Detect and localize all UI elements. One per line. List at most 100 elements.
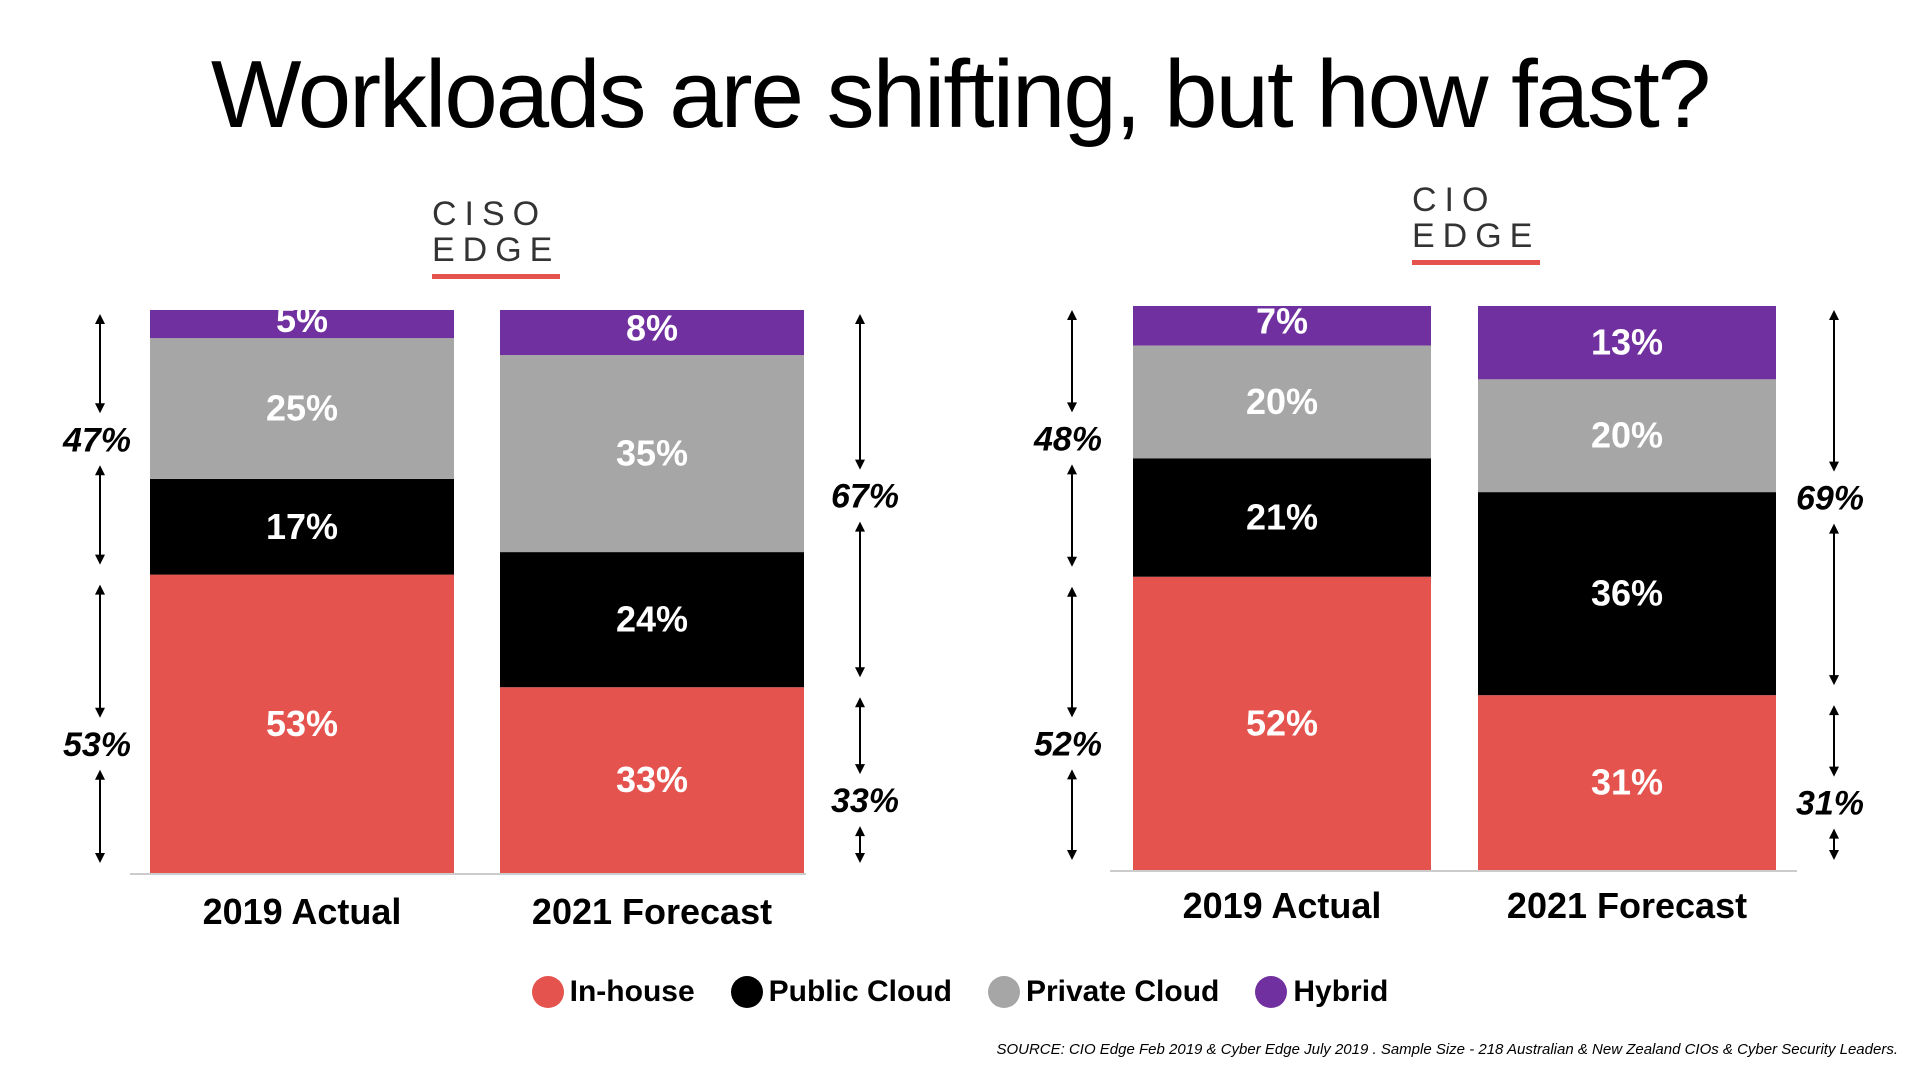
bar-segment-in-house xyxy=(1133,576,1431,870)
legend-item-private-cloud: Private Cloud xyxy=(987,975,1220,1009)
data-label: 7% xyxy=(1256,301,1308,342)
source-note: SOURCE: CIO Edge Feb 2019 & Cyber Edge J… xyxy=(996,1041,1898,1058)
bar-segment-hybrid xyxy=(1478,306,1776,380)
bracket-arrow-lower-head xyxy=(855,853,865,863)
bracket-arrow-lower-head xyxy=(95,584,105,595)
category-label: 2021 Forecast xyxy=(1507,885,1747,926)
bracket-arrow-lower-head xyxy=(1829,766,1839,777)
bar-segment-public-cloud xyxy=(1478,492,1776,696)
data-label: 24% xyxy=(616,599,688,640)
data-label: 35% xyxy=(616,433,688,474)
bracket-arrow-lower-head xyxy=(1067,586,1077,597)
page-title: Workloads are shifting, but how fast? xyxy=(210,41,1711,148)
legend-item-hybrid: Hybrid xyxy=(1255,975,1388,1009)
data-label: 36% xyxy=(1591,573,1663,614)
bar-segment-private-cloud xyxy=(1478,379,1776,493)
legend-label: Public Cloud xyxy=(768,975,952,1008)
bracket-arrow-upper-head xyxy=(1829,523,1839,534)
bracket-arrow-lower-head xyxy=(855,826,865,837)
bracket-arrow-upper-head xyxy=(855,459,865,470)
logo-line: EDGE xyxy=(1412,217,1541,255)
group-label: 52% xyxy=(1034,725,1102,763)
data-label: 17% xyxy=(266,506,338,547)
bar-segment-public-cloud xyxy=(150,478,454,575)
group-label: 31% xyxy=(1796,785,1864,823)
data-label: 25% xyxy=(266,388,338,429)
legend-label: Hybrid xyxy=(1293,975,1389,1008)
group-label: 67% xyxy=(831,478,899,516)
data-label: 8% xyxy=(626,308,678,349)
bracket-arrow-upper-head xyxy=(1829,310,1839,320)
bracket-arrow-upper-head xyxy=(855,521,865,532)
group-label: 53% xyxy=(63,726,131,764)
bar-segment-public-cloud xyxy=(1133,458,1431,577)
cio-edge-logo: CIO EDGE xyxy=(1412,181,1541,265)
group-label: 48% xyxy=(1033,420,1102,458)
logo-line: CISO xyxy=(432,195,548,233)
legend-label: In-house xyxy=(569,975,695,1008)
bracket-arrow-upper-head xyxy=(855,314,865,324)
legend-swatch-public-cloud xyxy=(730,976,763,1008)
legend-swatch-private-cloud xyxy=(987,976,1020,1008)
category-label: 2021 Forecast xyxy=(532,891,772,932)
bracket-arrow-upper-head xyxy=(1067,464,1077,475)
logo-line: CIO xyxy=(1412,181,1497,219)
bracket-arrow-lower-head xyxy=(1829,850,1839,860)
data-label: 52% xyxy=(1246,702,1318,743)
legend-swatch-in-house xyxy=(531,976,564,1008)
bracket-arrow-lower-head xyxy=(95,707,105,718)
logo-underline xyxy=(1412,260,1541,265)
data-label: 33% xyxy=(616,759,688,800)
data-label: 31% xyxy=(1591,762,1663,803)
data-label: 13% xyxy=(1591,322,1663,363)
data-label: 21% xyxy=(1246,497,1318,538)
bracket-arrow-lower-head xyxy=(1829,705,1839,716)
bar-segment-in-house xyxy=(1478,695,1776,870)
bar-segment-in-house xyxy=(500,687,804,873)
bracket-arrow-upper-head xyxy=(95,465,105,476)
group-label: 47% xyxy=(62,421,131,459)
bracket-arrow-upper-head xyxy=(1067,556,1077,567)
bracket-arrow-lower-head xyxy=(1067,769,1077,780)
data-label: 20% xyxy=(1246,381,1318,422)
bar-segment-private-cloud xyxy=(500,355,804,553)
group-label: 69% xyxy=(1796,480,1864,518)
legend: In-house Public Cloud Private Cloud Hybr… xyxy=(0,975,1920,1009)
ciso-edge-logo: CISO EDGE xyxy=(432,195,561,279)
bracket-arrow-upper-head xyxy=(1829,461,1839,472)
bracket-arrow-upper-head xyxy=(855,667,865,678)
category-label: 2019 Actual xyxy=(203,891,402,932)
bracket-arrow-upper-head xyxy=(95,403,105,414)
bracket-arrow-lower-head xyxy=(1829,828,1839,839)
bar-segment-private-cloud xyxy=(1133,345,1431,459)
data-label: 53% xyxy=(266,703,338,744)
data-label: 5% xyxy=(276,299,328,340)
bar-segment-in-house xyxy=(150,574,454,873)
bracket-arrow-lower-head xyxy=(95,853,105,863)
category-label: 2019 Actual xyxy=(1183,885,1382,926)
bar-segment-hybrid xyxy=(1133,306,1431,346)
bar-segment-hybrid xyxy=(500,310,804,356)
bracket-arrow-upper-head xyxy=(1829,675,1839,686)
legend-item-public-cloud: Public Cloud xyxy=(730,975,952,1009)
bracket-arrow-lower-head xyxy=(95,769,105,780)
bracket-arrow-lower-head xyxy=(855,697,865,708)
bracket-arrow-lower-head xyxy=(1067,707,1077,718)
legend-swatch-hybrid xyxy=(1255,976,1288,1008)
bracket-arrow-upper-head xyxy=(1067,310,1077,320)
legend-label: Private Cloud xyxy=(1025,975,1220,1008)
bar-segment-public-cloud xyxy=(500,552,804,688)
legend-item-in-house: In-house xyxy=(531,975,695,1009)
bracket-arrow-lower-head xyxy=(1067,850,1077,860)
bracket-arrow-lower-head xyxy=(855,764,865,775)
logo-line: EDGE xyxy=(432,231,561,269)
bar-segment-private-cloud xyxy=(150,338,454,479)
bracket-arrow-upper-head xyxy=(95,314,105,324)
logo-underline xyxy=(432,274,561,279)
group-label: 33% xyxy=(831,782,899,820)
data-label: 20% xyxy=(1591,415,1663,456)
bar-segment-hybrid xyxy=(150,310,454,339)
bracket-arrow-upper-head xyxy=(95,554,105,565)
